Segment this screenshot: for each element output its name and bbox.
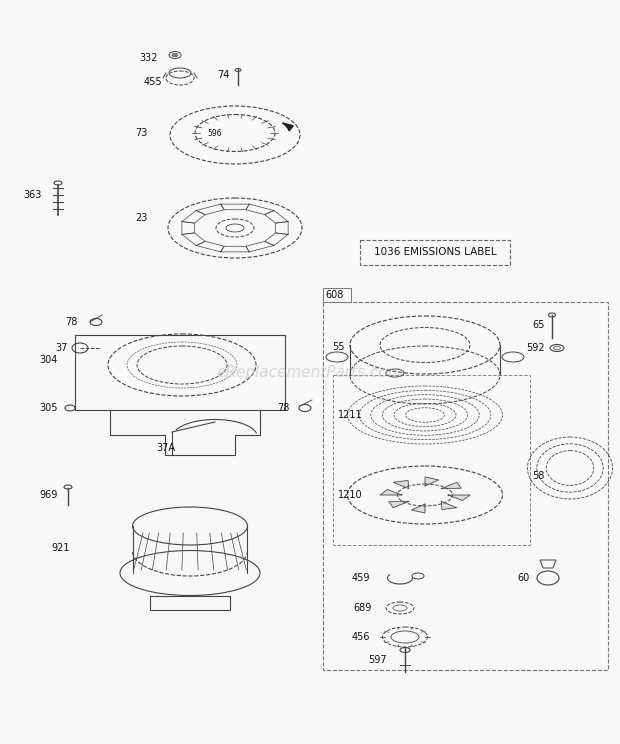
Text: 58: 58 (533, 471, 545, 481)
Polygon shape (389, 501, 409, 507)
Text: 1211: 1211 (338, 410, 363, 420)
Polygon shape (448, 495, 470, 501)
Text: 37: 37 (56, 343, 68, 353)
Text: eReplacementParts.com: eReplacementParts.com (216, 365, 404, 379)
Text: 305: 305 (40, 403, 58, 413)
Text: 23: 23 (136, 213, 148, 223)
Text: 37A: 37A (156, 443, 175, 453)
Text: 459: 459 (352, 573, 370, 583)
Text: 597: 597 (368, 655, 387, 665)
Text: 60: 60 (518, 573, 530, 583)
Text: 596: 596 (208, 129, 223, 138)
Polygon shape (425, 477, 439, 486)
Text: 78: 78 (278, 403, 290, 413)
Text: 65: 65 (533, 320, 545, 330)
Text: 74: 74 (218, 70, 230, 80)
Text: 689: 689 (353, 603, 372, 613)
Text: 456: 456 (352, 632, 370, 642)
Bar (323, 288, 351, 302)
Text: 921: 921 (51, 543, 70, 553)
Text: 608: 608 (325, 290, 343, 300)
Text: 969: 969 (40, 490, 58, 500)
Polygon shape (441, 482, 461, 489)
Text: 304: 304 (40, 355, 58, 365)
Text: 1036 EMISSIONS LABEL: 1036 EMISSIONS LABEL (374, 247, 497, 257)
Text: 73: 73 (136, 128, 148, 138)
Text: 592: 592 (526, 343, 545, 353)
Text: 332: 332 (140, 53, 158, 63)
Text: 55: 55 (332, 342, 345, 352)
Bar (360, 240, 510, 265)
Text: 455: 455 (143, 77, 162, 87)
Bar (323, 302, 608, 670)
Polygon shape (411, 504, 425, 513)
Bar (333, 375, 530, 545)
Polygon shape (283, 123, 293, 131)
Polygon shape (380, 490, 402, 495)
Text: 363: 363 (24, 190, 42, 200)
Polygon shape (393, 481, 409, 489)
Text: 1210: 1210 (338, 490, 363, 500)
Text: 78: 78 (66, 317, 78, 327)
Polygon shape (441, 501, 457, 510)
